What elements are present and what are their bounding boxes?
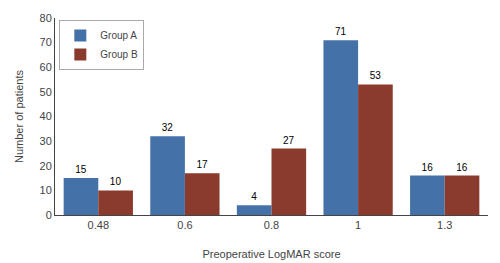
svg-text:17: 17: [196, 159, 208, 170]
svg-text:1: 1: [355, 219, 361, 231]
svg-text:Number of patients: Number of patients: [13, 70, 25, 163]
svg-text:27: 27: [283, 135, 295, 146]
svg-text:53: 53: [370, 70, 382, 81]
svg-text:Group B: Group B: [100, 49, 138, 60]
svg-text:70: 70: [40, 36, 52, 48]
svg-text:Preoperative LogMAR score: Preoperative LogMAR score: [202, 248, 340, 260]
svg-text:30: 30: [40, 135, 52, 147]
svg-text:4: 4: [251, 191, 257, 202]
svg-text:1.3: 1.3: [437, 219, 452, 231]
svg-text:80: 80: [40, 12, 52, 24]
svg-text:20: 20: [40, 160, 52, 172]
svg-text:16: 16: [422, 162, 434, 173]
svg-text:0: 0: [46, 209, 52, 221]
svg-text:40: 40: [40, 110, 52, 122]
svg-text:0.48: 0.48: [88, 219, 109, 231]
svg-text:10: 10: [110, 176, 122, 187]
svg-text:50: 50: [40, 86, 52, 98]
svg-text:60: 60: [40, 61, 52, 73]
svg-text:Group A: Group A: [100, 30, 137, 41]
svg-text:16: 16: [456, 162, 468, 173]
svg-text:71: 71: [335, 26, 347, 37]
svg-text:10: 10: [40, 184, 52, 196]
svg-text:0.8: 0.8: [264, 219, 279, 231]
svg-text:0.6: 0.6: [177, 219, 192, 231]
svg-text:15: 15: [75, 164, 87, 175]
svg-text:32: 32: [162, 122, 174, 133]
